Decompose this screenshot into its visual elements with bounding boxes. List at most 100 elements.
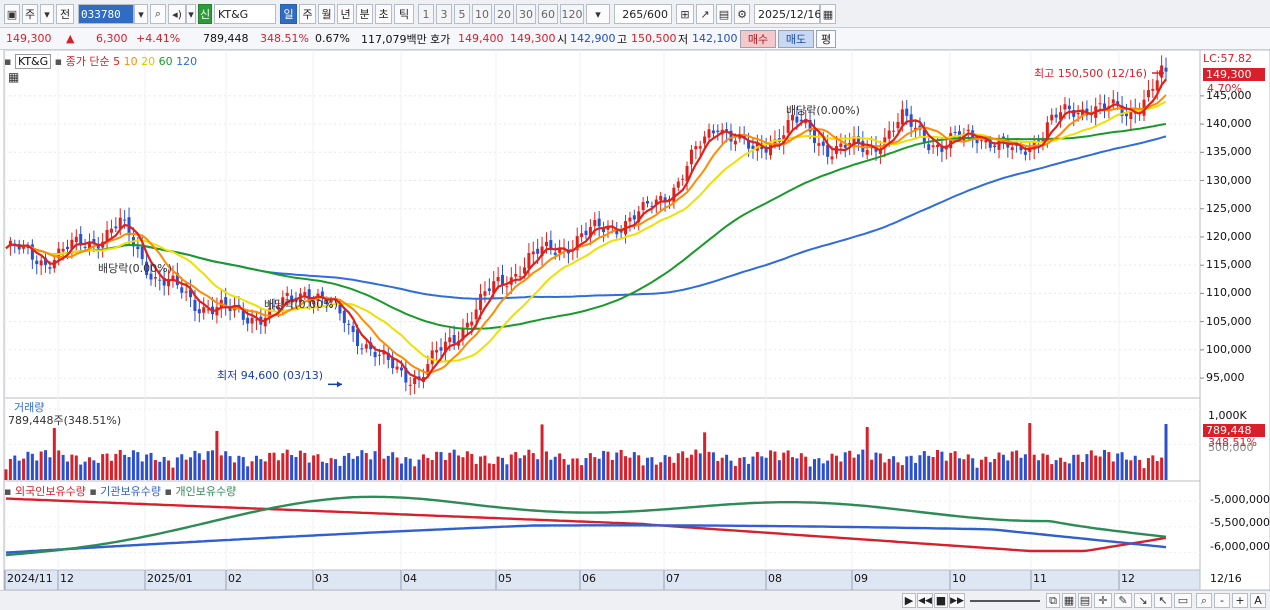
period-year-tab[interactable]: 년 bbox=[337, 4, 354, 24]
speaker-dropdown[interactable]: ▾ bbox=[186, 4, 196, 24]
candle-body bbox=[615, 228, 619, 235]
candle-body bbox=[689, 149, 693, 165]
fast-forward-button[interactable]: ▶▶ bbox=[949, 593, 965, 608]
candle-body bbox=[114, 226, 118, 229]
magnifier-icon[interactable]: ⌕ bbox=[1196, 593, 1212, 608]
buy-button[interactable]: 매수 bbox=[740, 30, 776, 48]
volume-bar bbox=[975, 467, 979, 480]
layout-icon[interactable]: ▦ bbox=[1062, 593, 1076, 608]
legend-ma120[interactable]: 120 bbox=[176, 55, 198, 68]
volume-bar bbox=[1138, 459, 1142, 480]
stock-name-field[interactable]: KT&G bbox=[214, 4, 276, 24]
legend-ma10[interactable]: 10 bbox=[123, 55, 138, 68]
volume-bar bbox=[87, 457, 91, 480]
candle-body bbox=[123, 219, 127, 221]
draw-tool-icon[interactable]: ↗ bbox=[696, 4, 714, 24]
period-minute-tab[interactable]: 분 bbox=[356, 4, 373, 24]
stock-chart[interactable]: ▪ KT&G ▪ 종가 단순 5 10 20 60 120 ▦ LC:57.82… bbox=[0, 50, 1270, 590]
period-week-tab[interactable]: 주 bbox=[299, 4, 316, 24]
chart-canvas[interactable] bbox=[0, 50, 1270, 590]
holdings-legend: ▪ 외국인보유수량 ▪ 기관보유수량 ▪ 개인보유수량 bbox=[4, 483, 236, 499]
volume-bar bbox=[742, 457, 746, 480]
zoom-in-button[interactable]: + bbox=[1232, 593, 1248, 608]
volume-bar bbox=[1116, 453, 1120, 480]
save-icon[interactable]: ▤ bbox=[716, 4, 732, 24]
interval-20[interactable]: 20 bbox=[494, 4, 514, 24]
scroll-slider[interactable] bbox=[970, 600, 1040, 602]
legend-foreign-holdings[interactable]: 외국인보유수량 bbox=[14, 485, 86, 498]
legend-institution-holdings[interactable]: 기관보유수량 bbox=[100, 485, 162, 498]
period-month-tab[interactable]: 월 bbox=[318, 4, 335, 24]
table-icon[interactable]: ▦ bbox=[8, 70, 20, 84]
volume-bar bbox=[988, 462, 992, 480]
crosshair-icon[interactable]: ✛ bbox=[1094, 593, 1112, 608]
candle-body bbox=[940, 145, 944, 152]
volume-bar bbox=[760, 456, 764, 480]
price-tick-label: 145,000 bbox=[1206, 88, 1252, 102]
shape-icon[interactable]: ▭ bbox=[1174, 593, 1192, 608]
arrow-icon[interactable]: ↘ bbox=[1134, 593, 1152, 608]
stock-code-input[interactable]: 033780 bbox=[78, 4, 134, 24]
gear-icon[interactable]: ⚙ bbox=[734, 4, 750, 24]
period-tick-tab[interactable]: 틱 bbox=[394, 4, 414, 24]
play-button[interactable]: ▶ bbox=[902, 593, 916, 608]
interval-1[interactable]: 1 bbox=[418, 4, 434, 24]
count-field[interactable]: 265/600 bbox=[614, 4, 672, 24]
volume-bar bbox=[610, 459, 614, 480]
period-second-tab[interactable]: 초 bbox=[375, 4, 392, 24]
window-icon[interactable]: ▣ bbox=[4, 4, 20, 24]
sell-button[interactable]: 매도 bbox=[778, 30, 814, 48]
period-dropdown[interactable]: ▾ bbox=[40, 4, 54, 24]
interval-60[interactable]: 60 bbox=[538, 4, 558, 24]
rewind-button[interactable]: ◀◀ bbox=[917, 593, 933, 608]
prev-button[interactable]: 전 bbox=[56, 4, 74, 24]
volume-bar bbox=[30, 453, 34, 480]
calendar-icon[interactable]: ▦ bbox=[820, 4, 836, 24]
interval-5[interactable]: 5 bbox=[454, 4, 470, 24]
auto-scale-button[interactable]: A bbox=[1250, 593, 1266, 608]
grid-icon[interactable]: ⧉ bbox=[1046, 593, 1060, 608]
interval-120[interactable]: 120 bbox=[560, 4, 584, 24]
legend-stock-name[interactable]: KT&G bbox=[14, 54, 52, 69]
legend-ma5[interactable]: 5 bbox=[113, 55, 121, 68]
volume-bar bbox=[373, 451, 377, 480]
legend-ma60[interactable]: 60 bbox=[158, 55, 173, 68]
candle-body bbox=[593, 220, 597, 227]
pointer-icon[interactable]: ↖ bbox=[1154, 593, 1172, 608]
eval-button[interactable]: 평 bbox=[816, 30, 836, 48]
volume-bar bbox=[615, 452, 619, 480]
candle-body bbox=[795, 116, 799, 123]
candle-body bbox=[470, 321, 474, 326]
stop-button[interactable]: ■ bbox=[934, 593, 948, 608]
volume-bar bbox=[685, 457, 689, 480]
period-type-select[interactable]: 주 bbox=[22, 4, 38, 24]
search-icon[interactable]: ⌕ bbox=[150, 4, 166, 24]
volume-bar bbox=[571, 458, 575, 480]
volume-bar bbox=[298, 450, 302, 480]
compare-icon[interactable]: ▤ bbox=[1078, 593, 1092, 608]
speaker-icon[interactable]: ◂) bbox=[168, 4, 186, 24]
interval-3[interactable]: 3 bbox=[436, 4, 452, 24]
candle-body bbox=[694, 146, 698, 150]
draw-icon[interactable]: ✎ bbox=[1114, 593, 1132, 608]
zoom-out-button[interactable]: - bbox=[1214, 593, 1230, 608]
period-day-tab[interactable]: 일 bbox=[280, 4, 297, 24]
interval-dropdown[interactable]: ▾ bbox=[586, 4, 610, 24]
volume-bar bbox=[1015, 450, 1019, 480]
volume-bar bbox=[755, 451, 759, 480]
volume-bar bbox=[136, 452, 140, 480]
volume-bar bbox=[667, 456, 671, 480]
date-field[interactable]: 2025/12/16 bbox=[754, 4, 821, 24]
candle-body bbox=[171, 275, 175, 282]
chart-settings-icon[interactable]: ⊞ bbox=[676, 4, 694, 24]
interval-10[interactable]: 10 bbox=[472, 4, 492, 24]
volume-bar bbox=[48, 457, 52, 480]
volume-bar bbox=[184, 459, 188, 480]
legend-ma20[interactable]: 20 bbox=[141, 55, 156, 68]
legend-individual-holdings[interactable]: 개인보유수량 bbox=[175, 485, 237, 498]
volume-bar bbox=[483, 455, 487, 480]
volume-bar bbox=[672, 462, 676, 480]
code-dropdown[interactable]: ▾ bbox=[134, 4, 148, 24]
interval-30[interactable]: 30 bbox=[516, 4, 536, 24]
turnover-rate: 0.67% bbox=[315, 32, 350, 45]
